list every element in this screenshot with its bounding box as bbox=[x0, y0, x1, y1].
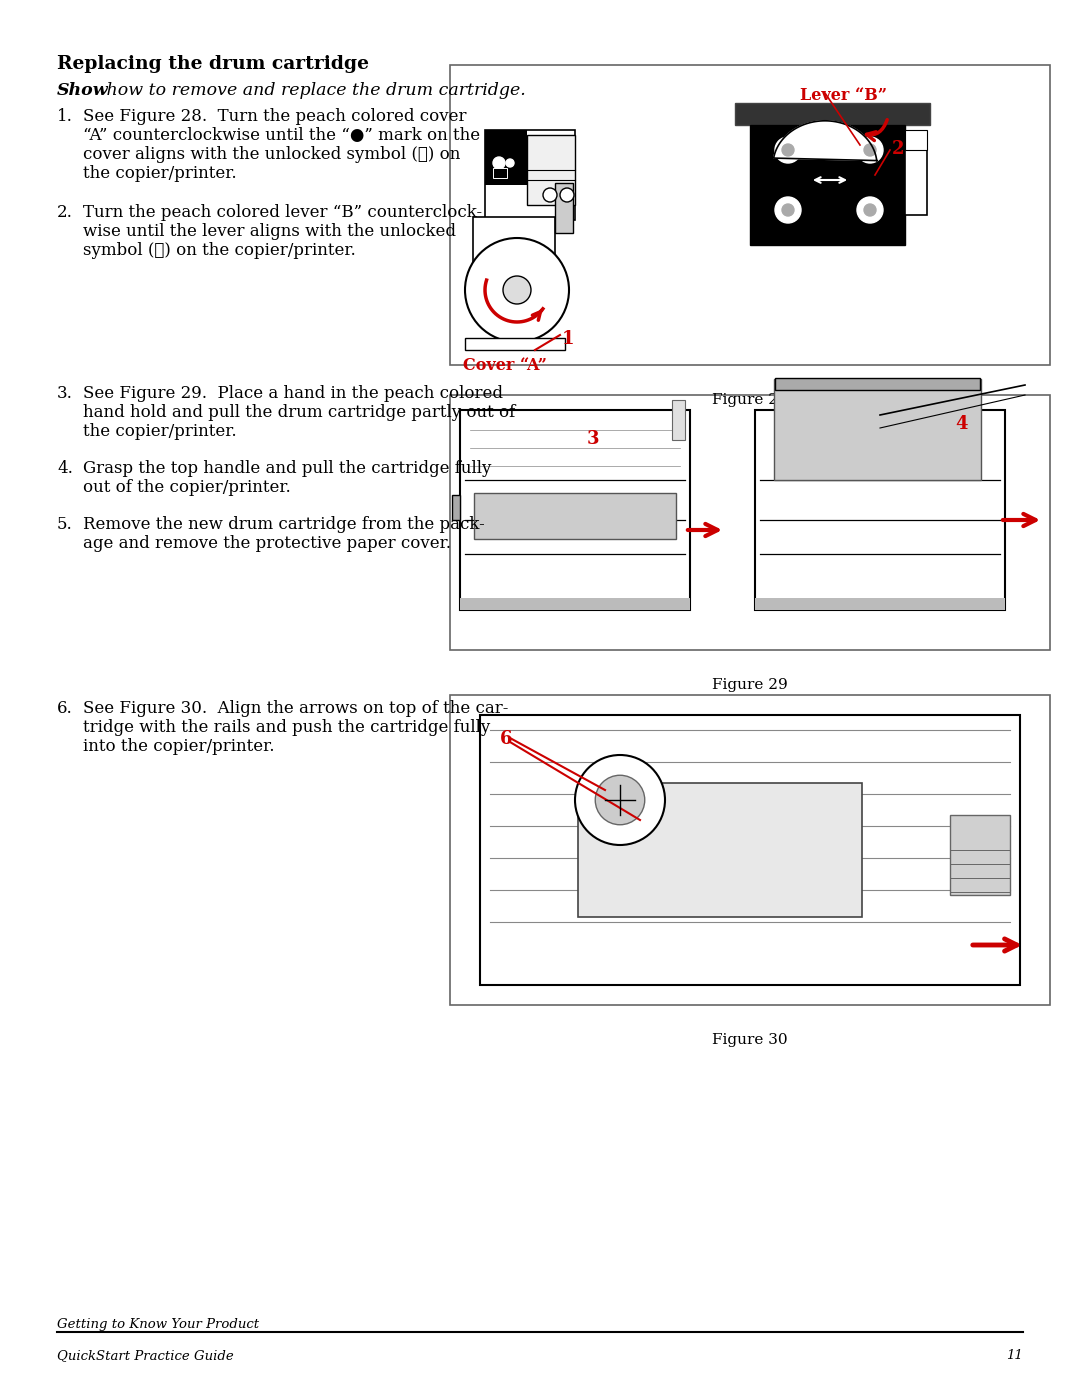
Text: out of the copier/printer.: out of the copier/printer. bbox=[83, 479, 291, 496]
Text: See Figure 30.  Align the arrows on top of the car-: See Figure 30. Align the arrows on top o… bbox=[83, 700, 509, 717]
Text: Getting to Know Your Product: Getting to Know Your Product bbox=[57, 1317, 259, 1331]
Text: wise until the lever aligns with the unlocked: wise until the lever aligns with the unl… bbox=[83, 224, 456, 240]
Circle shape bbox=[492, 156, 505, 169]
Text: 11: 11 bbox=[1007, 1350, 1023, 1362]
Circle shape bbox=[858, 137, 883, 163]
Text: how to remove and replace the drum cartridge.: how to remove and replace the drum cartr… bbox=[102, 82, 526, 99]
Bar bbox=[450, 694, 1050, 1004]
Text: Figure 30: Figure 30 bbox=[712, 1032, 787, 1046]
Bar bbox=[735, 103, 930, 124]
Text: Figure 28: Figure 28 bbox=[712, 393, 787, 407]
Text: 2: 2 bbox=[892, 140, 905, 158]
Circle shape bbox=[595, 775, 645, 824]
Circle shape bbox=[782, 204, 794, 217]
Bar bbox=[750, 124, 905, 244]
Text: 6.: 6. bbox=[57, 700, 72, 717]
FancyBboxPatch shape bbox=[474, 493, 676, 539]
Polygon shape bbox=[773, 120, 877, 161]
Bar bbox=[480, 715, 1020, 985]
Text: See Figure 28.  Turn the peach colored cover: See Figure 28. Turn the peach colored co… bbox=[83, 108, 467, 124]
Bar bbox=[453, 495, 460, 520]
Bar bbox=[460, 598, 690, 610]
Bar bbox=[755, 409, 1005, 610]
Text: Turn the peach colored lever “B” counterclock-: Turn the peach colored lever “B” counter… bbox=[83, 204, 482, 221]
Text: into the copier/printer.: into the copier/printer. bbox=[83, 738, 274, 754]
Circle shape bbox=[864, 204, 876, 217]
Circle shape bbox=[782, 144, 794, 156]
Bar bbox=[465, 338, 565, 351]
Bar bbox=[450, 395, 1050, 650]
Bar bbox=[492, 168, 507, 177]
Text: Replacing the drum cartridge: Replacing the drum cartridge bbox=[57, 54, 369, 73]
Bar bbox=[485, 130, 575, 219]
Text: cover aligns with the unlocked symbol (⚿) on: cover aligns with the unlocked symbol (⚿… bbox=[83, 147, 460, 163]
Text: the copier/printer.: the copier/printer. bbox=[83, 165, 237, 182]
Circle shape bbox=[775, 197, 801, 224]
Text: Show: Show bbox=[57, 82, 109, 99]
Bar bbox=[905, 140, 927, 215]
Bar bbox=[775, 379, 980, 390]
Text: 2.: 2. bbox=[57, 204, 72, 221]
Bar bbox=[450, 66, 1050, 365]
Bar bbox=[527, 136, 575, 205]
FancyBboxPatch shape bbox=[578, 782, 862, 916]
Text: 6: 6 bbox=[500, 731, 513, 747]
Text: 3: 3 bbox=[586, 430, 599, 448]
Circle shape bbox=[543, 189, 557, 203]
Bar bbox=[950, 814, 1010, 895]
Text: Cover “A”: Cover “A” bbox=[463, 358, 546, 374]
Text: the copier/printer.: the copier/printer. bbox=[83, 423, 237, 440]
Text: See Figure 29.  Place a hand in the peach colored: See Figure 29. Place a hand in the peach… bbox=[83, 386, 503, 402]
Circle shape bbox=[503, 277, 531, 305]
Text: 3.: 3. bbox=[57, 386, 72, 402]
Text: 4.: 4. bbox=[57, 460, 72, 476]
Circle shape bbox=[858, 197, 883, 224]
FancyBboxPatch shape bbox=[774, 379, 981, 481]
Text: tridge with the rails and push the cartridge fully: tridge with the rails and push the cartr… bbox=[83, 719, 490, 736]
Circle shape bbox=[775, 137, 801, 163]
Bar bbox=[755, 598, 1005, 610]
Text: Grasp the top handle and pull the cartridge fully: Grasp the top handle and pull the cartri… bbox=[83, 460, 491, 476]
Text: Remove the new drum cartridge from the pack-: Remove the new drum cartridge from the p… bbox=[83, 515, 485, 534]
Text: hand hold and pull the drum cartridge partly out of: hand hold and pull the drum cartridge pa… bbox=[83, 404, 515, 420]
Circle shape bbox=[465, 237, 569, 342]
Text: symbol (⚿) on the copier/printer.: symbol (⚿) on the copier/printer. bbox=[83, 242, 355, 258]
Circle shape bbox=[507, 159, 514, 168]
Text: 1.: 1. bbox=[57, 108, 72, 124]
Circle shape bbox=[575, 754, 665, 845]
Text: Lever “B”: Lever “B” bbox=[800, 87, 887, 103]
Bar bbox=[905, 130, 927, 149]
Bar bbox=[555, 183, 573, 233]
Circle shape bbox=[561, 189, 573, 203]
Text: “A” counterclockwise until the “●” mark on the: “A” counterclockwise until the “●” mark … bbox=[83, 127, 481, 144]
Text: age and remove the protective paper cover.: age and remove the protective paper cove… bbox=[83, 535, 451, 552]
Bar bbox=[460, 409, 690, 610]
Bar bbox=[485, 130, 527, 184]
Bar bbox=[672, 400, 685, 440]
Bar bbox=[473, 217, 555, 275]
Text: Figure 29: Figure 29 bbox=[712, 678, 788, 692]
Text: 4: 4 bbox=[955, 415, 968, 433]
Circle shape bbox=[864, 144, 876, 156]
Text: 5.: 5. bbox=[57, 515, 72, 534]
Text: 1: 1 bbox=[562, 330, 575, 348]
Text: QuickStart Practice Guide: QuickStart Practice Guide bbox=[57, 1350, 233, 1362]
